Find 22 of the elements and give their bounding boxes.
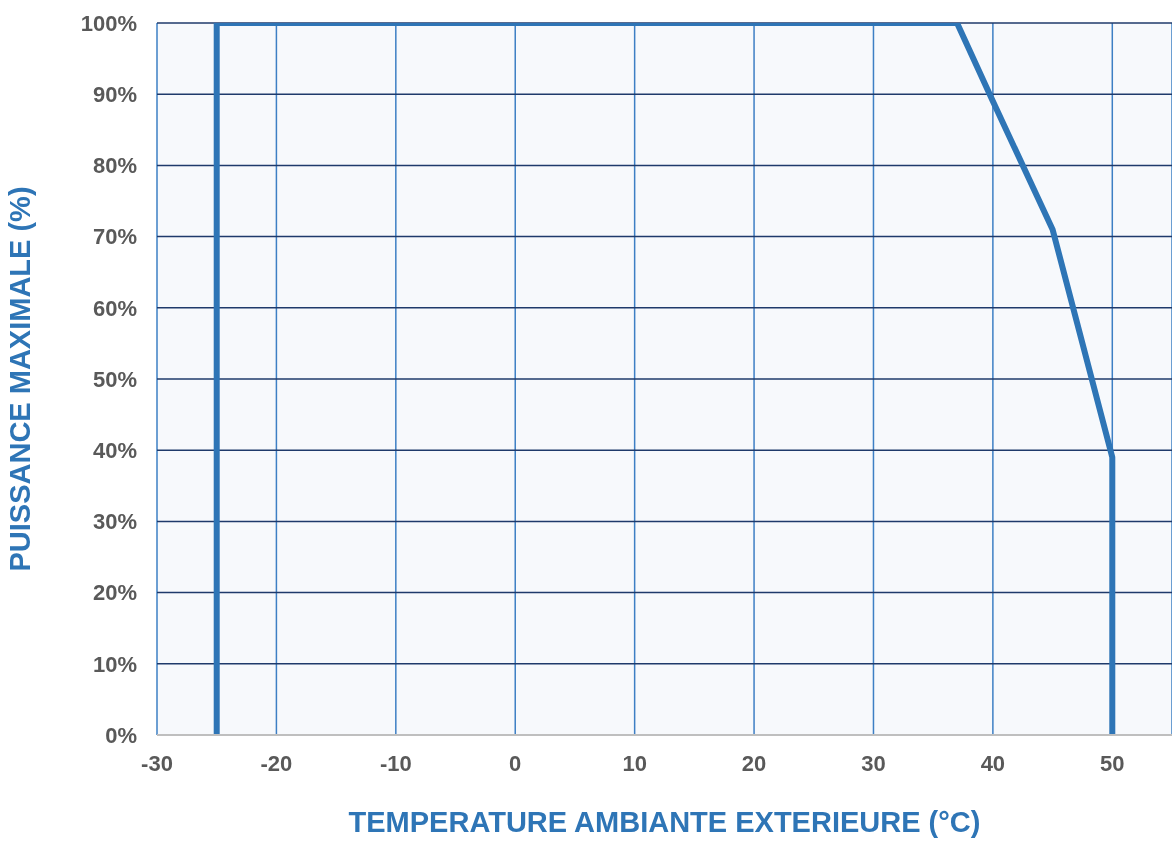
y-tick-label: 0% — [105, 722, 137, 748]
y-tick-label: 20% — [92, 580, 137, 606]
x-tick-label: 40 — [980, 750, 1006, 776]
x-tick-label: -10 — [379, 750, 412, 776]
x-tick-label: 50 — [1100, 750, 1125, 776]
x-tick-label: 10 — [622, 750, 647, 776]
y-tick-label: 30% — [92, 509, 137, 535]
y-tick-label: 100% — [80, 10, 137, 36]
y-tick-label: 80% — [92, 153, 137, 179]
x-tick-label: 30 — [861, 750, 886, 776]
x-tick-label: 0 — [509, 750, 522, 776]
x-tick-label: -30 — [141, 750, 173, 776]
y-tick-label: 70% — [92, 224, 137, 250]
y-axis-title: PUISSANCE MAXIMALE (%) — [4, 186, 37, 572]
x-tick-label: 20 — [741, 750, 767, 776]
y-tick-label: 60% — [92, 295, 137, 321]
y-tick-label: 10% — [92, 651, 137, 677]
x-axis-title: TEMPERATURE AMBIANTE EXTERIEURE (°C) — [348, 806, 981, 838]
y-tick-label: 50% — [92, 366, 137, 392]
x-tick-label: -20 — [260, 750, 293, 776]
y-tick-label: 90% — [92, 82, 137, 108]
y-tick-label: 40% — [92, 438, 137, 464]
